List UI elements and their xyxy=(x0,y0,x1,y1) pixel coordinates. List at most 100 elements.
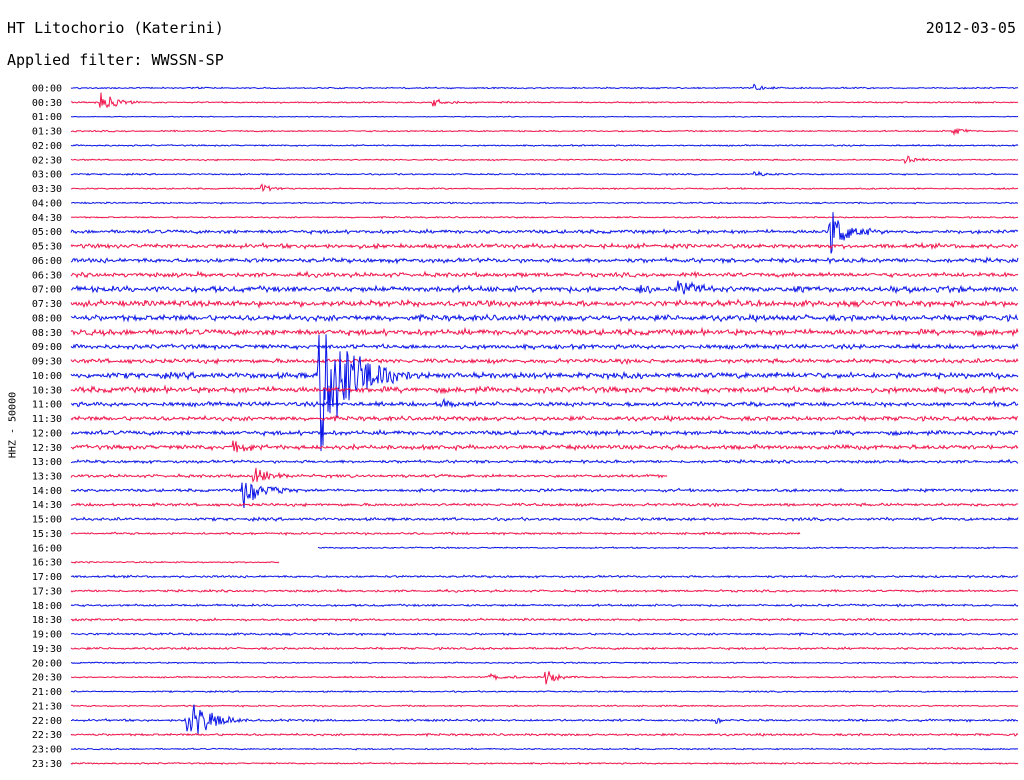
trace-line xyxy=(70,502,1019,508)
trace-line xyxy=(317,546,1019,550)
trace-line xyxy=(70,516,1019,523)
trace-line xyxy=(70,298,1019,309)
time-label: 02:00 xyxy=(32,141,62,152)
trace-line xyxy=(71,115,1019,118)
time-label: 20:00 xyxy=(32,658,62,669)
time-label: 12:00 xyxy=(32,428,62,439)
trace-line xyxy=(70,689,1019,694)
trace-line xyxy=(70,482,1019,509)
time-label: 00:00 xyxy=(32,84,62,95)
trace-line xyxy=(70,312,1019,323)
trace-line xyxy=(70,334,1019,452)
time-label: 01:00 xyxy=(32,112,62,123)
trace-line xyxy=(71,562,1018,563)
time-label: 21:30 xyxy=(32,701,62,712)
trace-line xyxy=(70,617,1019,622)
trace-line xyxy=(71,532,1018,535)
trace-line xyxy=(70,440,1019,453)
time-label: 11:00 xyxy=(32,400,62,411)
time-label: 17:30 xyxy=(32,586,62,597)
time-label: 17:00 xyxy=(32,572,62,583)
time-label: 03:30 xyxy=(32,184,62,195)
station-title: HT Litochorio (Katerini) xyxy=(7,19,224,37)
trace-line xyxy=(70,704,1019,708)
trace-line xyxy=(70,761,1019,765)
trace-line xyxy=(70,632,1019,637)
time-label: 10:00 xyxy=(32,371,62,382)
time-label: 09:30 xyxy=(32,357,62,368)
time-label: 18:00 xyxy=(32,601,62,612)
time-label: 14:00 xyxy=(32,486,62,497)
trace-line xyxy=(70,384,1019,395)
trace-line xyxy=(70,256,1019,265)
time-label: 11:30 xyxy=(32,414,62,425)
time-label: 16:00 xyxy=(32,543,62,554)
date-label: 2012-03-05 xyxy=(925,19,1016,37)
trace-line xyxy=(70,603,1019,608)
time-labels: 00:00 00:30 01:00 01:30 02:00 02:30 03:00 03:30… xyxy=(32,84,62,770)
time-label: 00:30 xyxy=(32,98,62,109)
trace-line xyxy=(70,201,1018,205)
trace-line xyxy=(70,155,1019,165)
trace-line xyxy=(70,143,1019,148)
time-label: 06:00 xyxy=(32,256,62,267)
trace-line xyxy=(70,183,1018,193)
time-label: 08:30 xyxy=(32,328,62,339)
trace-line xyxy=(70,747,1019,751)
time-label: 04:00 xyxy=(32,198,62,209)
trace-line xyxy=(70,357,1019,366)
trace-line xyxy=(70,458,1019,465)
time-label: 07:00 xyxy=(32,285,62,296)
trace-line xyxy=(70,326,1019,338)
time-label: 20:30 xyxy=(32,673,62,684)
trace-line xyxy=(71,468,1018,482)
time-label: 10:30 xyxy=(32,385,62,396)
time-label: 05:30 xyxy=(32,242,62,253)
time-label: 16:30 xyxy=(32,558,62,569)
time-label: 08:00 xyxy=(32,313,62,324)
trace-line xyxy=(70,588,1018,593)
trace-line xyxy=(70,397,1019,409)
trace-line xyxy=(70,241,1019,251)
time-label: 01:30 xyxy=(32,127,62,138)
time-label: 19:30 xyxy=(32,644,62,655)
trace-line xyxy=(70,170,1019,177)
time-label: 13:30 xyxy=(32,471,62,482)
trace-line xyxy=(70,270,1019,279)
time-label: 19:00 xyxy=(32,630,62,641)
trace-line xyxy=(70,212,1019,254)
trace-line xyxy=(71,704,1019,735)
time-label: 14:30 xyxy=(32,500,62,511)
trace-line xyxy=(70,671,1019,685)
trace-line xyxy=(70,215,1019,220)
trace-line xyxy=(71,661,1019,665)
time-label: 05:00 xyxy=(32,227,62,238)
time-label: 21:00 xyxy=(32,687,62,698)
trace-line xyxy=(70,83,1019,91)
trace-line xyxy=(70,127,1018,137)
seismic-traces xyxy=(70,83,1019,765)
trace-line xyxy=(70,574,1019,579)
time-label: 22:00 xyxy=(32,716,62,727)
time-label: 06:30 xyxy=(32,270,62,281)
time-label: 09:00 xyxy=(32,342,62,353)
time-label: 03:00 xyxy=(32,170,62,181)
filter-label: Applied filter: WWSSN-SP xyxy=(7,51,224,69)
time-label: 22:30 xyxy=(32,730,62,741)
time-label: 04:30 xyxy=(32,213,62,224)
time-label: 18:30 xyxy=(32,615,62,626)
time-label: 12:30 xyxy=(32,443,62,454)
time-label: 23:00 xyxy=(32,745,62,756)
time-label: 13:00 xyxy=(32,457,62,468)
trace-line xyxy=(70,732,1019,738)
trace-line xyxy=(70,92,1019,109)
trace-line xyxy=(70,646,1019,651)
time-label: 02:30 xyxy=(32,155,62,166)
time-label: 07:30 xyxy=(32,299,62,310)
trace-line xyxy=(70,280,1019,295)
trace-line xyxy=(70,414,1019,423)
time-label: 23:30 xyxy=(32,759,62,770)
time-label: 15:00 xyxy=(32,515,62,526)
trace-line xyxy=(70,428,1019,438)
